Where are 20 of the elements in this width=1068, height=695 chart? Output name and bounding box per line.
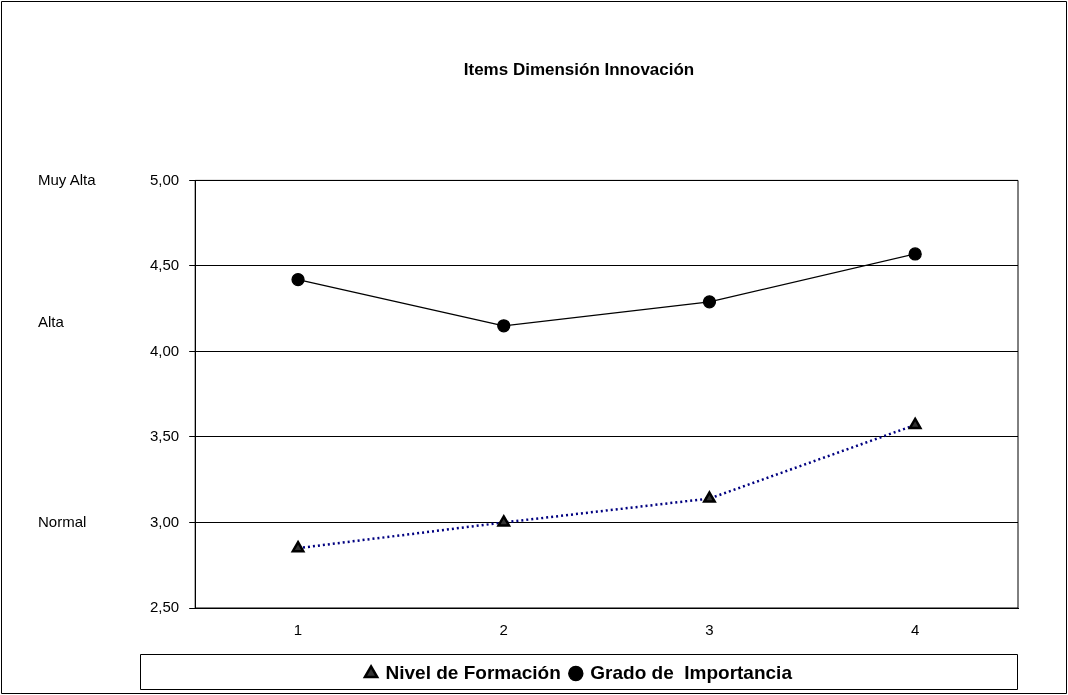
y-tick-label: 4,50 bbox=[149, 256, 180, 274]
y-tick-label: 3,00 bbox=[149, 512, 180, 530]
x-tick-label: 2 bbox=[499, 621, 508, 639]
point bbox=[291, 272, 305, 287]
x-tick-label: 3 bbox=[705, 621, 714, 639]
y-tick-label: 3,50 bbox=[149, 427, 180, 445]
point bbox=[908, 247, 922, 261]
text: Muy Alta bbox=[38, 170, 97, 188]
point bbox=[702, 295, 717, 309]
x-tick-label: 4 bbox=[910, 621, 920, 639]
y-tick-label: 4,00 bbox=[149, 341, 180, 359]
legend-label: Grado de Importancia bbox=[590, 661, 793, 683]
point bbox=[497, 319, 511, 333]
y-tick-label: 5,00 bbox=[149, 170, 180, 188]
y-tick-label: 2,50 bbox=[149, 598, 180, 616]
x-tick-label: 1 bbox=[293, 621, 303, 639]
chart-title: Items Dimensión Innovación bbox=[463, 59, 695, 79]
text: Alta bbox=[38, 312, 65, 330]
legend-label: Nivel de Formación bbox=[385, 661, 561, 683]
text: Normal bbox=[38, 512, 87, 530]
